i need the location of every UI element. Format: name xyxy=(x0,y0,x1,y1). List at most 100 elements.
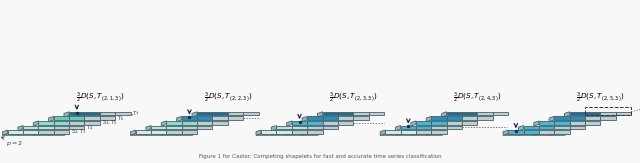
Text: $p = 2$: $p = 2$ xyxy=(6,139,23,148)
Polygon shape xyxy=(146,134,166,135)
Polygon shape xyxy=(524,126,539,129)
Text: $S_3, T_5$: $S_3, T_5$ xyxy=(102,118,118,127)
Polygon shape xyxy=(84,112,100,115)
Polygon shape xyxy=(369,112,384,115)
Polygon shape xyxy=(256,130,261,135)
Polygon shape xyxy=(353,112,369,115)
Polygon shape xyxy=(146,126,151,131)
Polygon shape xyxy=(493,112,508,115)
Polygon shape xyxy=(151,130,166,134)
Polygon shape xyxy=(447,121,462,125)
Text: $\frac{3}{2}D(S,T_{(2,1,3)})$: $\frac{3}{2}D(S,T_{(2,1,3)})$ xyxy=(76,91,124,105)
Polygon shape xyxy=(508,130,524,134)
Polygon shape xyxy=(477,116,493,120)
Polygon shape xyxy=(131,134,151,135)
Polygon shape xyxy=(539,121,554,125)
Polygon shape xyxy=(100,112,115,115)
Polygon shape xyxy=(38,130,54,134)
Polygon shape xyxy=(292,126,307,129)
Text: $\frac{3}{2}D(S,T_{(2,5,3)})$: $\frac{3}{2}D(S,T_{(2,5,3)})$ xyxy=(576,91,625,105)
Polygon shape xyxy=(570,112,585,115)
Text: $T_6$: $T_6$ xyxy=(117,114,124,123)
Polygon shape xyxy=(23,130,38,134)
Polygon shape xyxy=(539,130,554,134)
Text: $T_7$: $T_7$ xyxy=(132,109,140,118)
Polygon shape xyxy=(549,116,554,122)
Polygon shape xyxy=(302,134,323,135)
Polygon shape xyxy=(447,116,462,120)
Polygon shape xyxy=(307,130,323,134)
Polygon shape xyxy=(307,121,323,125)
Polygon shape xyxy=(524,130,539,134)
Polygon shape xyxy=(396,126,401,131)
Polygon shape xyxy=(100,116,115,120)
Polygon shape xyxy=(564,112,570,117)
Polygon shape xyxy=(276,130,292,134)
Polygon shape xyxy=(212,116,228,120)
Polygon shape xyxy=(69,126,84,129)
Polygon shape xyxy=(287,121,292,126)
Polygon shape xyxy=(197,126,212,129)
Polygon shape xyxy=(600,112,616,115)
Polygon shape xyxy=(161,134,182,135)
Polygon shape xyxy=(431,121,447,125)
Polygon shape xyxy=(323,126,338,129)
Polygon shape xyxy=(600,116,616,120)
Polygon shape xyxy=(166,121,182,125)
Polygon shape xyxy=(431,126,447,129)
Polygon shape xyxy=(416,126,431,129)
Text: Figure 1 for Castor: Competing shapelets for fast and accurate time series class: Figure 1 for Castor: Competing shapelets… xyxy=(198,154,442,159)
Polygon shape xyxy=(271,126,276,131)
Polygon shape xyxy=(161,121,166,126)
Text: $\frac{3}{2}D(S,T_{(2,3,3)})$: $\frac{3}{2}D(S,T_{(2,3,3)})$ xyxy=(329,91,378,105)
Polygon shape xyxy=(64,112,69,117)
Polygon shape xyxy=(8,130,23,134)
Polygon shape xyxy=(276,126,292,129)
Polygon shape xyxy=(292,121,307,125)
Polygon shape xyxy=(292,130,307,134)
Polygon shape xyxy=(307,126,323,129)
Polygon shape xyxy=(539,126,554,129)
Polygon shape xyxy=(462,112,477,115)
Polygon shape xyxy=(18,126,23,131)
Polygon shape xyxy=(69,112,84,115)
Text: $S_2, T_3$: $S_2, T_3$ xyxy=(71,127,87,136)
Polygon shape xyxy=(380,134,401,135)
Polygon shape xyxy=(323,121,338,125)
Polygon shape xyxy=(503,134,524,135)
Polygon shape xyxy=(426,116,431,122)
Polygon shape xyxy=(477,112,493,115)
Text: $\frac{3}{2}D(S,T_{(2,4,3)})$: $\frac{3}{2}D(S,T_{(2,4,3)})$ xyxy=(453,91,502,105)
Polygon shape xyxy=(462,121,477,125)
Polygon shape xyxy=(338,112,353,115)
Polygon shape xyxy=(426,134,447,135)
Polygon shape xyxy=(570,121,585,125)
Polygon shape xyxy=(54,121,69,125)
Polygon shape xyxy=(534,134,554,135)
Polygon shape xyxy=(518,126,524,131)
Polygon shape xyxy=(166,130,182,134)
Polygon shape xyxy=(570,126,585,129)
Polygon shape xyxy=(212,121,228,125)
Polygon shape xyxy=(84,121,100,125)
Polygon shape xyxy=(554,121,570,125)
Polygon shape xyxy=(197,116,212,120)
Polygon shape xyxy=(84,116,100,120)
Polygon shape xyxy=(197,112,212,115)
Text: $T_4$: $T_4$ xyxy=(86,123,93,132)
Polygon shape xyxy=(554,130,570,134)
Polygon shape xyxy=(447,112,462,115)
Polygon shape xyxy=(307,116,323,120)
Polygon shape xyxy=(570,116,585,120)
Polygon shape xyxy=(33,121,38,126)
Polygon shape xyxy=(256,134,276,135)
Polygon shape xyxy=(261,130,276,134)
Polygon shape xyxy=(49,134,69,135)
Polygon shape xyxy=(243,112,259,115)
Polygon shape xyxy=(396,134,416,135)
Polygon shape xyxy=(182,121,197,125)
Polygon shape xyxy=(228,112,243,115)
Polygon shape xyxy=(411,121,416,126)
Polygon shape xyxy=(131,130,136,135)
Polygon shape xyxy=(287,134,307,135)
